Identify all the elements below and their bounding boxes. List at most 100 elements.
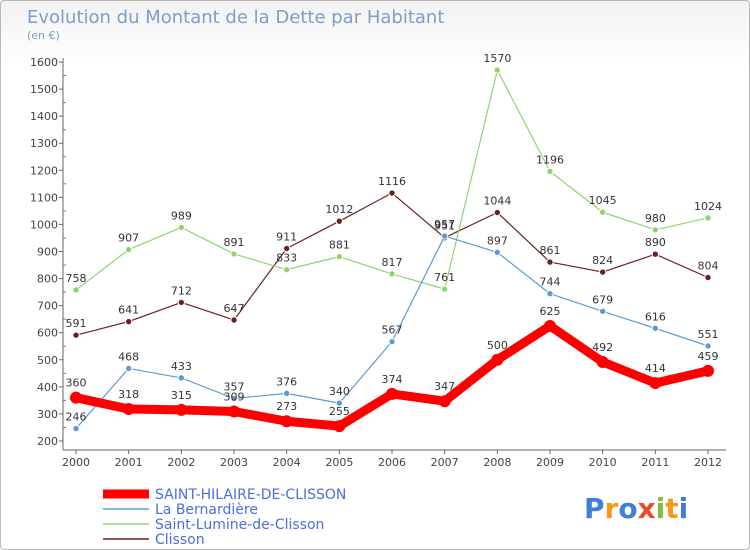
series-0-point [335, 217, 344, 225]
y-tick-label: 1200 [30, 164, 58, 177]
y-tick-label: 1100 [30, 191, 58, 204]
series-1-data-label: 758 [66, 272, 87, 285]
series-1-point [704, 214, 712, 222]
series-3-point [596, 355, 609, 368]
series-2-data-label: 376 [276, 375, 297, 388]
series-3-data-label: 318 [118, 388, 139, 401]
x-tick-label: 2004 [273, 456, 301, 469]
series-1-point [440, 285, 449, 293]
series-3-point [70, 391, 82, 404]
series-0-data-label: 1012 [325, 203, 353, 216]
series-3-data-label: 414 [645, 362, 666, 375]
series-1-data-label: 980 [645, 212, 666, 225]
series-3-data-label: 459 [698, 350, 719, 363]
series-3-data-label: 374 [382, 373, 403, 386]
series-3-point [333, 420, 346, 433]
series-2-data-label: 744 [540, 276, 561, 289]
series-1-data-label: 1045 [589, 194, 617, 207]
series-2-data-label: 433 [171, 360, 192, 373]
legend-label-3: SAINT-HILAIRE-DE-CLISSON [155, 487, 346, 503]
series-0-data-label: 647 [224, 302, 245, 315]
x-tick-label: 2005 [325, 456, 353, 469]
series-2-point [230, 394, 238, 403]
x-tick-label: 2003 [220, 456, 248, 469]
series-1-data-label: 907 [118, 232, 139, 245]
series-1-data-label: 989 [171, 209, 192, 222]
x-tick-label: 2010 [589, 456, 617, 469]
series-0-data-label: 641 [118, 304, 139, 317]
series-0-point [651, 250, 660, 258]
y-tick-label: 800 [37, 273, 58, 286]
series-3-data-label: 492 [592, 341, 613, 354]
series-1-point [124, 245, 133, 254]
series-3-data-label: 500 [487, 339, 508, 352]
series-2-data-label: 357 [224, 380, 245, 393]
series-3-point [122, 403, 135, 416]
x-tick-label: 2008 [483, 456, 511, 469]
series-2-point [388, 337, 396, 346]
y-tick-label: 1000 [30, 218, 58, 231]
series-0-data-label: 1044 [483, 195, 511, 208]
x-tick-label: 2011 [641, 456, 669, 469]
series-1-data-label: 1024 [694, 200, 722, 213]
series-1-data-label: 891 [224, 236, 245, 249]
series-3-data-label: 309 [224, 390, 245, 403]
series-3-point [491, 353, 504, 366]
series-1-point [335, 252, 344, 261]
x-tick-label: 2002 [167, 456, 195, 469]
series-2-data-label: 957 [434, 218, 455, 231]
series-2-point [177, 374, 186, 382]
series-lines [70, 66, 714, 433]
series-1-point [651, 226, 660, 234]
data-labels: 591 641 712 647 911 1012 1116 951 1044 861 824 890 8… [66, 52, 723, 423]
series-3-data-label: 315 [171, 389, 192, 402]
series-0-data-label: 591 [66, 317, 87, 330]
series-1-data-label: 833 [276, 252, 297, 265]
series-0-point [704, 273, 712, 282]
series-3-point [702, 364, 714, 377]
series-2-point [493, 248, 502, 257]
y-tick-label: 1600 [30, 56, 58, 69]
series-2-data-label: 468 [118, 350, 139, 363]
series-1-point [388, 270, 396, 278]
y-tick-label: 600 [37, 327, 58, 340]
series-0-point [177, 298, 186, 307]
axes: 200 300 400 500 600 700 800 900 1000 1100 1200 1300… [30, 56, 726, 469]
y-tick-label: 1400 [30, 110, 58, 123]
series-2-point [546, 290, 554, 298]
series-2-data-label: 897 [487, 234, 508, 247]
series-1-point [598, 208, 607, 216]
series-2-point [440, 232, 449, 240]
y-tick-label: 500 [37, 354, 58, 367]
series-1-data-label: 817 [382, 256, 403, 269]
series-2-point [704, 342, 712, 350]
series-0-data-label: 861 [540, 244, 561, 257]
chart-title: Evolution du Montant de la Dette par Hab… [27, 7, 444, 28]
y-tick-label: 700 [37, 300, 58, 313]
series-3-data-label: 360 [66, 377, 87, 390]
x-tick-label: 2009 [536, 456, 564, 469]
series-1-data-label: 1570 [483, 52, 511, 65]
series-1-point [546, 167, 554, 176]
legend-label-2: La Bernardière [155, 502, 258, 518]
proxiti-logo: Proxiti [584, 492, 688, 525]
y-tick-label: 900 [37, 246, 58, 259]
series-3-data-label: 273 [276, 400, 297, 413]
series-0-point [230, 316, 238, 324]
series-3-point [175, 403, 188, 416]
series-2-point [282, 389, 291, 398]
series-1-point [493, 66, 502, 74]
series-0-data-label: 890 [645, 236, 666, 249]
series-3-data-label: 255 [329, 405, 350, 418]
legend-label-0: Clisson [155, 532, 205, 548]
y-tick-label: 300 [37, 408, 58, 421]
series-2-point [72, 424, 80, 433]
series-1-point [177, 223, 186, 232]
series-2-data-label: 567 [382, 324, 403, 337]
series-0-point [546, 258, 554, 266]
x-tick-label: 2001 [115, 456, 143, 469]
series-2-point [335, 399, 344, 407]
series-1-point [282, 265, 291, 274]
series-1-data-label: 1196 [536, 153, 564, 166]
